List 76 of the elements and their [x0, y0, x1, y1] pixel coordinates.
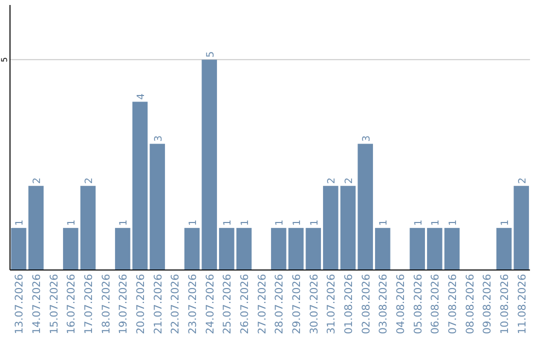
data-label: 1 [274, 220, 286, 226]
data-label: 2 [517, 178, 528, 184]
data-label: 1 [430, 220, 442, 226]
data-label: 2 [344, 178, 355, 184]
x-tick-label: 23.07.2026 [187, 274, 199, 334]
bar [80, 186, 96, 270]
bar [236, 228, 252, 270]
x-tick-label: 02.08.2026 [360, 274, 372, 334]
bar [496, 228, 512, 270]
bar [150, 144, 165, 270]
x-tick-label: 08.08.2026 [464, 274, 476, 334]
data-label: 1 [292, 220, 303, 226]
data-label: 4 [136, 93, 147, 100]
bar [11, 228, 26, 270]
bar [115, 228, 130, 270]
data-label: 1 [222, 220, 234, 226]
x-tick-label: 13.07.2026 [14, 274, 26, 334]
x-tick-label: 30.07.2026 [308, 274, 320, 334]
x-tick-label: 26.07.2026 [239, 274, 251, 334]
data-label: 2 [84, 178, 95, 184]
x-tick-label: 09.08.2026 [482, 274, 494, 334]
bar [358, 144, 373, 270]
x-tick-label: 24.07.2026 [204, 274, 216, 334]
x-tick-label: 27.07.2026 [256, 274, 268, 334]
x-tick-label: 31.07.2026 [326, 274, 338, 334]
data-label: 1 [500, 220, 511, 226]
x-tick-label: 22.07.2026 [170, 274, 182, 334]
bar [444, 228, 460, 270]
bar [28, 186, 44, 270]
bar [184, 228, 200, 270]
x-tick-label: 11.08.2026 [516, 274, 528, 334]
x-tick-label: 03.08.2026 [378, 274, 390, 334]
x-tick-label: 01.08.2026 [343, 274, 355, 334]
x-tick-label: 17.07.2026 [83, 274, 95, 334]
bar [306, 228, 321, 270]
bar [427, 228, 442, 270]
x-tick-label: 28.07.2026 [274, 274, 286, 334]
x-tick-label: 14.07.2026 [31, 274, 43, 334]
data-label: 1 [14, 220, 26, 226]
data-label: 1 [188, 220, 199, 226]
x-tick-label: 19.07.2026 [118, 274, 130, 334]
bar [271, 228, 286, 270]
x-tick-label: 25.07.2026 [222, 274, 234, 334]
bar [340, 186, 356, 270]
x-tick-label: 15.07.2026 [48, 274, 60, 334]
bar [63, 228, 78, 270]
bar [219, 228, 234, 270]
bar [410, 228, 425, 270]
data-label: 1 [448, 220, 459, 226]
x-tick-label: 04.08.2026 [395, 274, 407, 334]
bar [323, 186, 338, 270]
x-tick-label: 21.07.2026 [152, 274, 164, 334]
bar [288, 228, 304, 270]
x-tick-label: 18.07.2026 [100, 274, 112, 334]
x-tick-label: 07.08.2026 [447, 274, 459, 334]
bar [375, 228, 390, 270]
data-label: 2 [326, 178, 338, 184]
data-label: 1 [240, 220, 251, 226]
data-label: 3 [153, 135, 164, 142]
x-tick-label: 06.08.2026 [430, 274, 442, 334]
data-label: 1 [66, 220, 78, 226]
x-tick-label: 05.08.2026 [412, 274, 424, 334]
data-label: 2 [32, 178, 43, 184]
data-label: 1 [378, 220, 390, 226]
data-label: 1 [118, 220, 130, 226]
x-tick-label: 29.07.2026 [291, 274, 303, 334]
x-tick-label: 10.08.2026 [499, 274, 511, 334]
x-tick-label: 16.07.2026 [66, 274, 78, 334]
x-tick-label: 20.07.2026 [135, 274, 147, 334]
data-label: 3 [361, 135, 372, 142]
bar [132, 102, 148, 270]
bar [202, 60, 217, 270]
data-label: 1 [413, 220, 424, 226]
bar [514, 186, 529, 270]
data-label: 5 [205, 51, 216, 58]
data-label: 1 [309, 220, 320, 226]
